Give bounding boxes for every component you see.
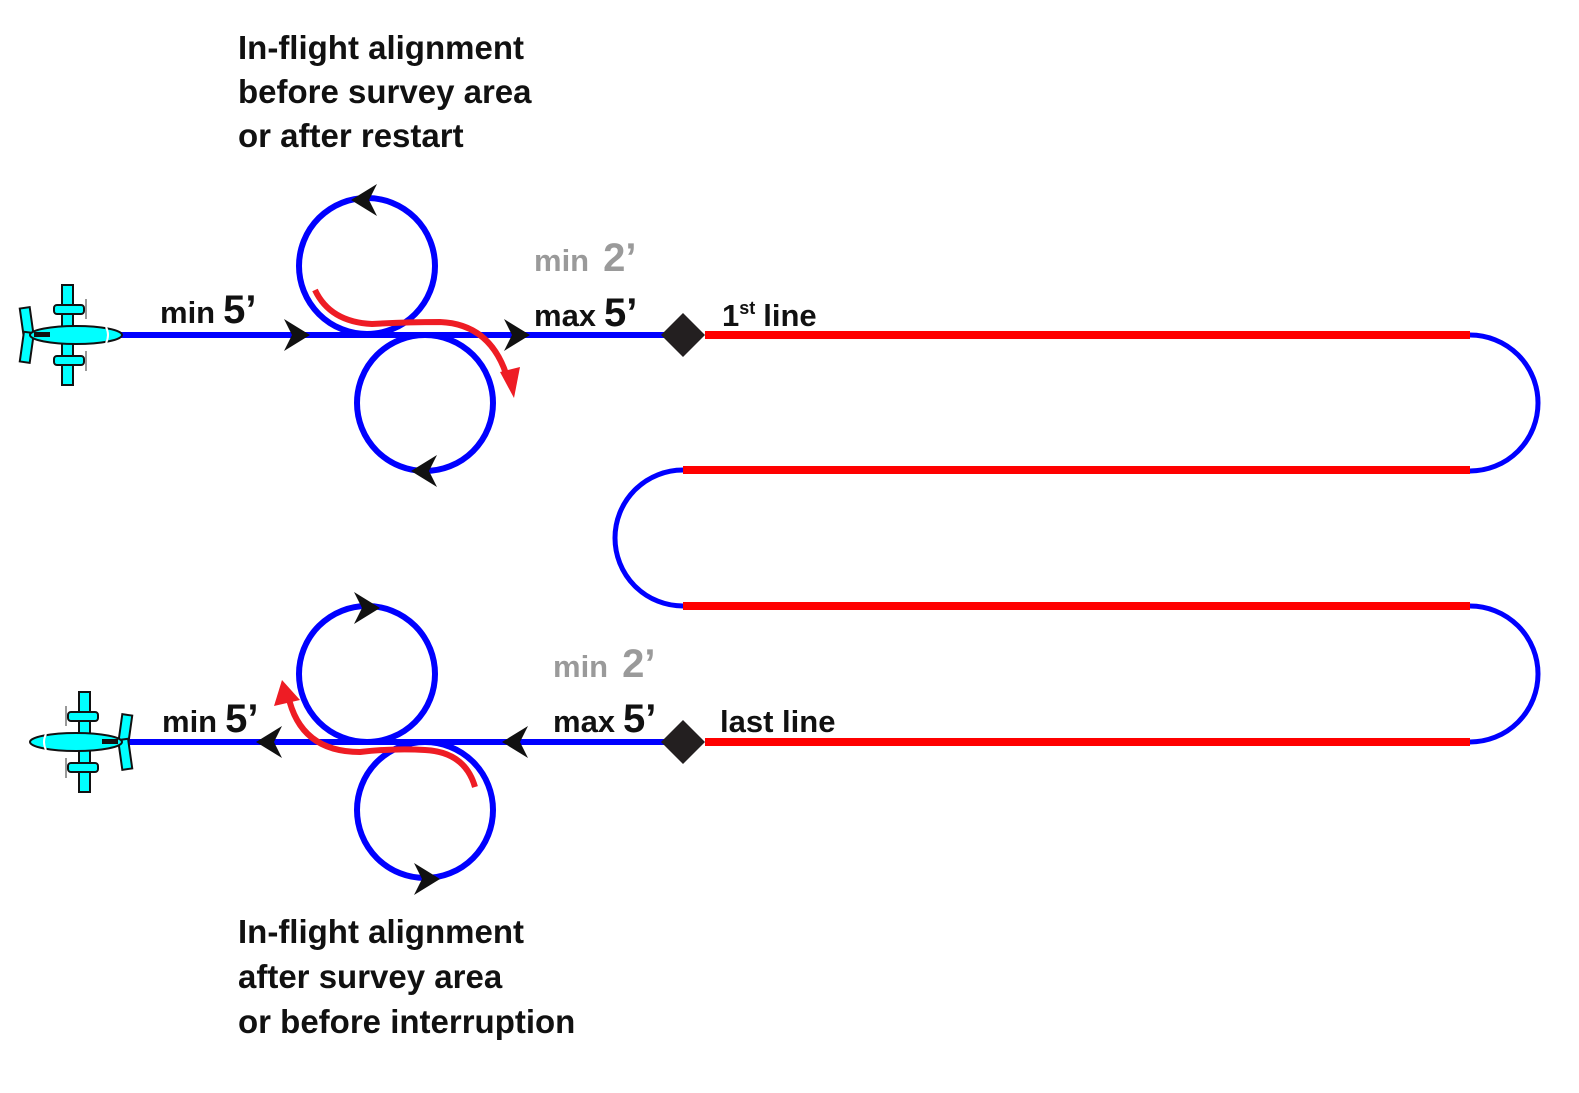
top-caption-line-2: before survey area [238, 73, 532, 110]
top-max-label: max 5’ [534, 291, 637, 335]
bottom-caption-line-3: or before interruption [238, 1003, 575, 1040]
bottom-caption-line-1: In-flight alignment [238, 913, 524, 950]
top-min-2-label: min 2’ [534, 236, 636, 280]
top-min-transit-label: min 5’ [160, 288, 256, 332]
bottom-upper-loop [296, 603, 438, 745]
twin-prop-airplane-icon [18, 284, 124, 386]
top-caption-line-3: or after restart [238, 117, 464, 154]
first-line-label: 1st line [722, 298, 817, 333]
survey-lines [612, 331, 1541, 746]
top-caption-line-1: In-flight alignment [238, 29, 524, 66]
turn-2 [612, 467, 684, 609]
top-upper-loop [296, 195, 438, 337]
diamond-icon [661, 720, 705, 764]
diamond-icon [661, 313, 705, 357]
bottom-min-transit-label: min 5’ [162, 697, 258, 741]
arrowhead-icon [274, 680, 300, 706]
bottom-min-2-label: min 2’ [553, 642, 655, 686]
bottom-caption-line-2: after survey area [238, 958, 503, 995]
bottom-max-label: max 5’ [553, 697, 656, 741]
twin-prop-airplane-icon [28, 691, 134, 793]
turn-3 [1469, 603, 1541, 745]
last-line-label: last line [720, 704, 835, 739]
bottom-lower-loop [354, 739, 496, 881]
bottom-alignment-arrow [285, 694, 478, 788]
turn-1 [1469, 332, 1541, 474]
bottom-alignment-group [28, 592, 705, 895]
top-lower-loop [354, 332, 496, 474]
top-alignment-group [18, 184, 705, 487]
top-alignment-arrow [312, 288, 511, 381]
arrowhead-icon [500, 367, 520, 398]
